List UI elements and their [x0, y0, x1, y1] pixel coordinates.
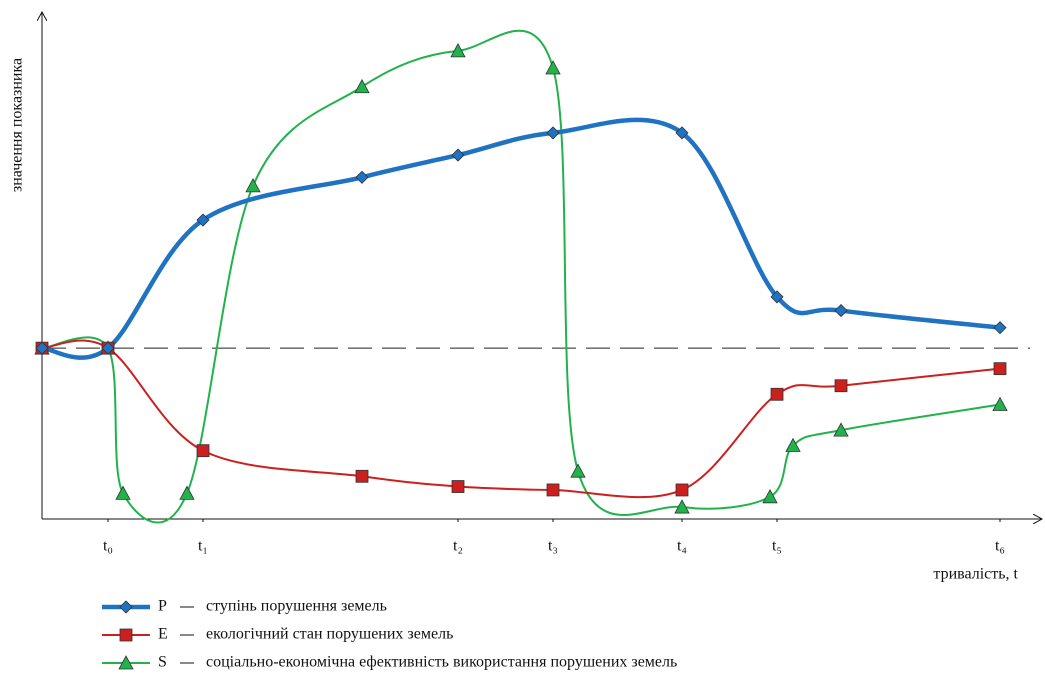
point: [674, 499, 690, 514]
point: [196, 213, 210, 227]
legend-name: S: [158, 654, 167, 671]
point: [762, 488, 778, 504]
legend-name: P: [158, 598, 167, 615]
legend-label: соціально-економічна ефективність викори…: [206, 654, 677, 671]
point: [450, 43, 466, 58]
point: [834, 379, 848, 393]
point: [770, 290, 784, 304]
point: [546, 483, 560, 497]
point: [675, 126, 689, 140]
point: [115, 485, 131, 500]
series-line: [41, 339, 1001, 499]
point: [196, 444, 210, 458]
legend-marker: [119, 600, 133, 614]
point: [993, 321, 1007, 335]
point: [451, 148, 465, 162]
point: [355, 469, 369, 483]
point: [451, 480, 465, 493]
y-axis-label: значення показника: [9, 58, 26, 192]
point: [101, 341, 115, 355]
x-tick-label: t₆: [995, 538, 1005, 555]
point: [992, 396, 1008, 411]
point: [546, 126, 560, 140]
point: [245, 178, 261, 193]
x-tick-label: t₁: [198, 538, 208, 555]
series-line: [41, 117, 1001, 360]
x-axis-label: тривалість, t: [933, 566, 1018, 583]
point: [179, 485, 195, 500]
legend-label: ступінь порушення земель: [206, 598, 387, 615]
x-tick-label: t₀: [103, 538, 113, 555]
legend-label: екологічний стан порушених земель: [206, 626, 453, 643]
point: [354, 78, 370, 94]
point: [834, 304, 848, 318]
legend-name: E: [158, 626, 168, 643]
x-tick-label: t₄: [677, 538, 687, 555]
point: [770, 387, 784, 401]
x-tick-label: t₅: [772, 538, 782, 555]
x-tick-label: t₂: [453, 538, 463, 555]
point: [35, 341, 49, 355]
point: [545, 60, 561, 75]
point: [785, 437, 801, 452]
legend-marker: [118, 655, 134, 670]
series-line: [41, 29, 1001, 524]
point: [570, 463, 586, 478]
point: [355, 170, 369, 184]
x-tick-label: t₃: [548, 538, 558, 555]
point: [993, 362, 1007, 376]
point: [675, 483, 689, 497]
legend-marker: [119, 628, 133, 642]
point: [833, 422, 849, 437]
